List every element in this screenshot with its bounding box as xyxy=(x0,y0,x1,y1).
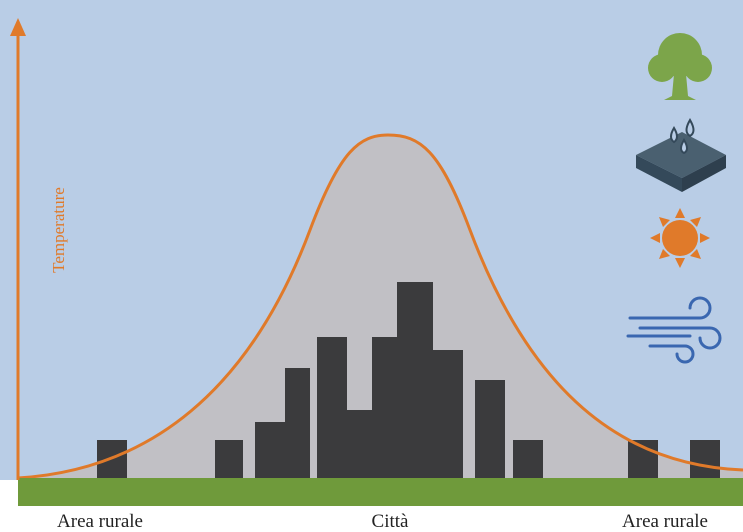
building xyxy=(690,440,720,480)
left-label: Area rurale xyxy=(57,511,143,532)
center-label: Città xyxy=(372,511,410,532)
building xyxy=(97,440,127,480)
building xyxy=(513,440,543,480)
ground xyxy=(18,478,743,506)
building xyxy=(347,410,372,480)
y-axis-label: Temperature xyxy=(49,187,68,273)
building xyxy=(317,337,347,480)
building xyxy=(372,337,397,480)
building xyxy=(475,380,505,480)
right-label: Area rurale xyxy=(622,511,708,532)
diagram: Temperature Area rurale Città Area rural… xyxy=(0,0,743,532)
building xyxy=(433,350,463,480)
building xyxy=(285,368,310,480)
sun-icon xyxy=(650,208,710,268)
building xyxy=(255,422,285,480)
building xyxy=(215,440,243,480)
building xyxy=(397,282,433,480)
